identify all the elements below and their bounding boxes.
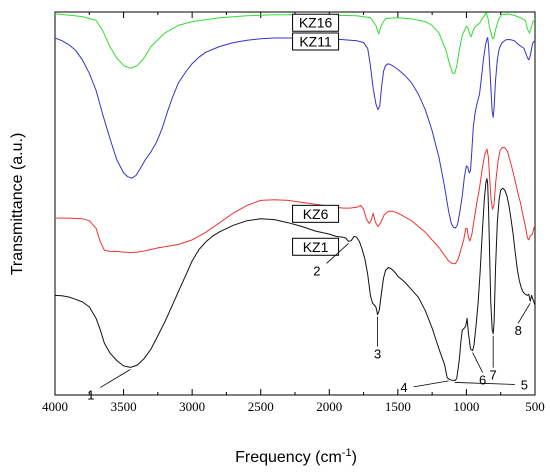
series-line-kz6 (55, 147, 535, 265)
series-label-kz6: KZ6 (303, 206, 329, 222)
series-layer (55, 12, 535, 381)
peak-annotations: 1 2 3 4 5 6 7 8 (87, 243, 531, 402)
annotation-label: 3 (374, 347, 381, 362)
x-tick-label: 1000 (453, 399, 479, 414)
x-tick-label: 2500 (248, 399, 274, 414)
plot-frame (54, 11, 536, 396)
annotation-leader (472, 352, 483, 373)
annotation-leader (454, 382, 515, 385)
annotation-label: 7 (490, 368, 497, 383)
series-label-kz1: KZ1 (303, 239, 329, 255)
series-label-kz16: KZ16 (299, 15, 333, 31)
series-label-box-kz16 (292, 13, 340, 32)
annotation-label: 5 (521, 377, 528, 392)
x-axis-ticks: 4000 3500 3000 2500 2000 1500 1000 500 (42, 12, 545, 414)
series-line-kz1 (55, 178, 535, 381)
x-tick-label: 2000 (316, 399, 342, 414)
x-tick-label: 1500 (385, 399, 411, 414)
series-label-box-kz11 (292, 32, 340, 51)
annotation-leader (326, 243, 349, 264)
y-axis-title: Transmittance (a.u.) (9, 133, 26, 276)
annotation-leader (517, 302, 531, 324)
series-labels: KZ16 KZ11 KZ6 KZ1 (292, 13, 340, 256)
x-tick-label: 500 (525, 399, 545, 414)
x-tick-label: 4000 (42, 399, 68, 414)
series-line-kz16 (55, 12, 535, 74)
x-tick-label: 3500 (111, 399, 137, 414)
annotation-label: 4 (400, 380, 407, 395)
annotation-label: 1 (87, 387, 94, 402)
annotation-label: 6 (479, 373, 486, 388)
annotation-leader (413, 380, 449, 388)
x-axis-title: Frequency (cm-1) (235, 447, 357, 466)
annotation-leader (100, 369, 131, 388)
x-tick-label: 3000 (179, 399, 205, 414)
annotation-label: 2 (313, 263, 320, 278)
series-label-box-kz6 (292, 204, 340, 223)
series-label-box-kz1 (292, 237, 340, 256)
series-label-kz11: KZ11 (299, 33, 332, 49)
series-line-kz11 (55, 37, 535, 229)
annotation-label: 8 (515, 323, 522, 338)
